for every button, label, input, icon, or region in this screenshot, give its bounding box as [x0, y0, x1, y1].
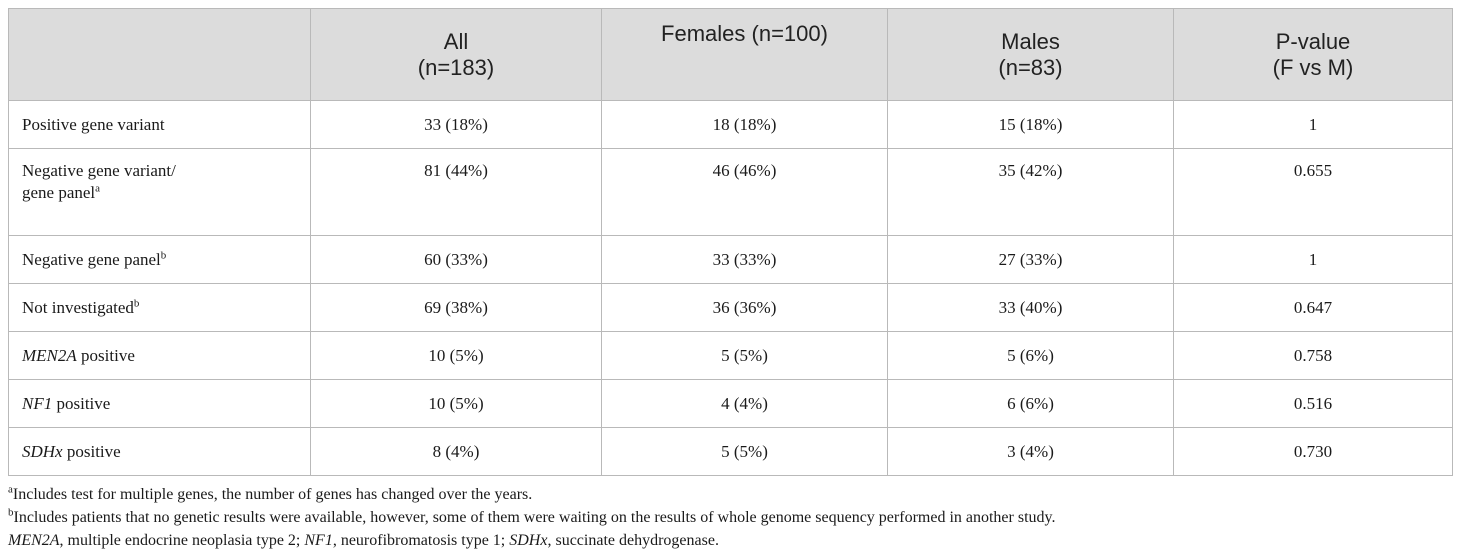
header-females: Females (n=100)	[601, 8, 888, 101]
row-label-text: Positive gene variant	[22, 114, 165, 134]
cell-males: 15 (18%)	[887, 100, 1174, 149]
abbrev-nf1-def: , neurofibromatosis type 1;	[332, 532, 510, 549]
cell-females: 4 (4%)	[601, 379, 888, 428]
table-row: Not investigatedb 69 (38%) 36 (36%) 33 (…	[8, 283, 1453, 332]
cell-pvalue: 0.516	[1173, 379, 1453, 428]
row-label-text: Not investigated	[22, 297, 134, 317]
row-label-text: positive	[76, 345, 135, 365]
cell-males: 6 (6%)	[887, 379, 1174, 428]
header-males-line1: Males	[1001, 28, 1060, 54]
header-all-line1: All	[443, 28, 469, 54]
cell-pvalue: 0.647	[1173, 283, 1453, 332]
header-males-line2: (n=83)	[998, 54, 1063, 80]
cell-pvalue: 0.758	[1173, 331, 1453, 380]
cell-all: 33 (18%)	[310, 100, 602, 149]
gene-name: NF1	[22, 393, 53, 413]
row-label: SDHx positive	[8, 427, 311, 476]
cell-pvalue: 0.655	[1173, 148, 1453, 236]
cell-males: 35 (42%)	[887, 148, 1174, 236]
gene-name: SDHx	[22, 441, 63, 461]
header-row: All (n=183) Females (n=100) Males (n=83)…	[8, 8, 1453, 101]
row-label: Not investigatedb	[8, 283, 311, 332]
row-label: Negative gene variant/gene panela	[8, 148, 311, 236]
gene-name: MEN2A	[22, 345, 77, 365]
footnote-marker: b	[160, 248, 167, 261]
footnote-b: bIncludes patients that no genetic resul…	[8, 506, 1452, 529]
footnote-a: aIncludes test for multiple genes, the n…	[8, 483, 1452, 506]
footnote-b-mark: b	[8, 506, 14, 519]
table-row: Positive gene variant 33 (18%) 18 (18%) …	[8, 100, 1453, 149]
abbrev-sdhx: SDHx	[509, 532, 548, 549]
cell-females: 36 (36%)	[601, 283, 888, 332]
cell-pvalue: 1	[1173, 100, 1453, 149]
cell-males: 33 (40%)	[887, 283, 1174, 332]
abbrev-men2a-def: , multiple endocrine neoplasia type 2;	[59, 532, 305, 549]
abbrev-nf1: NF1	[304, 532, 333, 549]
cell-all: 81 (44%)	[310, 148, 602, 236]
footnote-a-text: Includes test for multiple genes, the nu…	[12, 486, 533, 503]
cell-males: 5 (6%)	[887, 331, 1174, 380]
table-row: NF1 positive 10 (5%) 4 (4%) 6 (6%) 0.516	[8, 379, 1453, 428]
row-label: Positive gene variant	[8, 100, 311, 149]
abbrev-men2a: MEN2A	[8, 532, 60, 549]
cell-females: 18 (18%)	[601, 100, 888, 149]
table-row: Negative gene variant/gene panela 81 (44…	[8, 148, 1453, 236]
footnote-b-text: Includes patients that no genetic result…	[13, 509, 1056, 526]
cell-males: 3 (4%)	[887, 427, 1174, 476]
abbrev-sdhx-def: , succinate dehydrogenase.	[547, 532, 719, 549]
table-row: MEN2A positive 10 (5%) 5 (5%) 5 (6%) 0.7…	[8, 331, 1453, 380]
results-table: All (n=183) Females (n=100) Males (n=83)…	[8, 8, 1453, 476]
cell-females: 5 (5%)	[601, 427, 888, 476]
row-label-text: Negative gene panel	[22, 249, 161, 269]
cell-females: 5 (5%)	[601, 331, 888, 380]
row-label: NF1 positive	[8, 379, 311, 428]
footnote-a-mark: a	[8, 483, 13, 496]
cell-males: 27 (33%)	[887, 235, 1174, 284]
cell-all: 10 (5%)	[310, 379, 602, 428]
cell-all: 8 (4%)	[310, 427, 602, 476]
header-pvalue-line1: P-value	[1275, 28, 1351, 54]
header-females-line1: Females (n=100)	[661, 21, 828, 46]
header-pvalue-line2: (F vs M)	[1272, 54, 1354, 80]
row-label: MEN2A positive	[8, 331, 311, 380]
cell-all: 10 (5%)	[310, 331, 602, 380]
row-label-text-line2: gene panel	[22, 183, 96, 202]
row-label-text: positive	[62, 441, 121, 461]
header-pvalue: P-value (F vs M)	[1173, 8, 1453, 101]
footnote-marker: b	[133, 296, 140, 309]
footnote-abbreviations: MEN2A, multiple endocrine neoplasia type…	[8, 529, 1452, 552]
footnotes: aIncludes test for multiple genes, the n…	[8, 483, 1452, 552]
footnote-marker: a	[95, 182, 101, 195]
header-empty	[8, 8, 311, 101]
cell-all: 69 (38%)	[310, 283, 602, 332]
cell-all: 60 (33%)	[310, 235, 602, 284]
row-label-text: Negative gene variant/	[22, 161, 176, 180]
table-container: All (n=183) Females (n=100) Males (n=83)…	[8, 8, 1453, 552]
header-all: All (n=183)	[310, 8, 602, 101]
cell-females: 46 (46%)	[601, 148, 888, 236]
table-row: Negative gene panelb 60 (33%) 33 (33%) 2…	[8, 235, 1453, 284]
cell-females: 33 (33%)	[601, 235, 888, 284]
cell-pvalue: 0.730	[1173, 427, 1453, 476]
cell-pvalue: 1	[1173, 235, 1453, 284]
header-all-line2: (n=183)	[417, 54, 495, 80]
row-label: Negative gene panelb	[8, 235, 311, 284]
header-males: Males (n=83)	[887, 8, 1174, 101]
table-row: SDHx positive 8 (4%) 5 (5%) 3 (4%) 0.730	[8, 427, 1453, 476]
row-label-text: positive	[52, 393, 111, 413]
